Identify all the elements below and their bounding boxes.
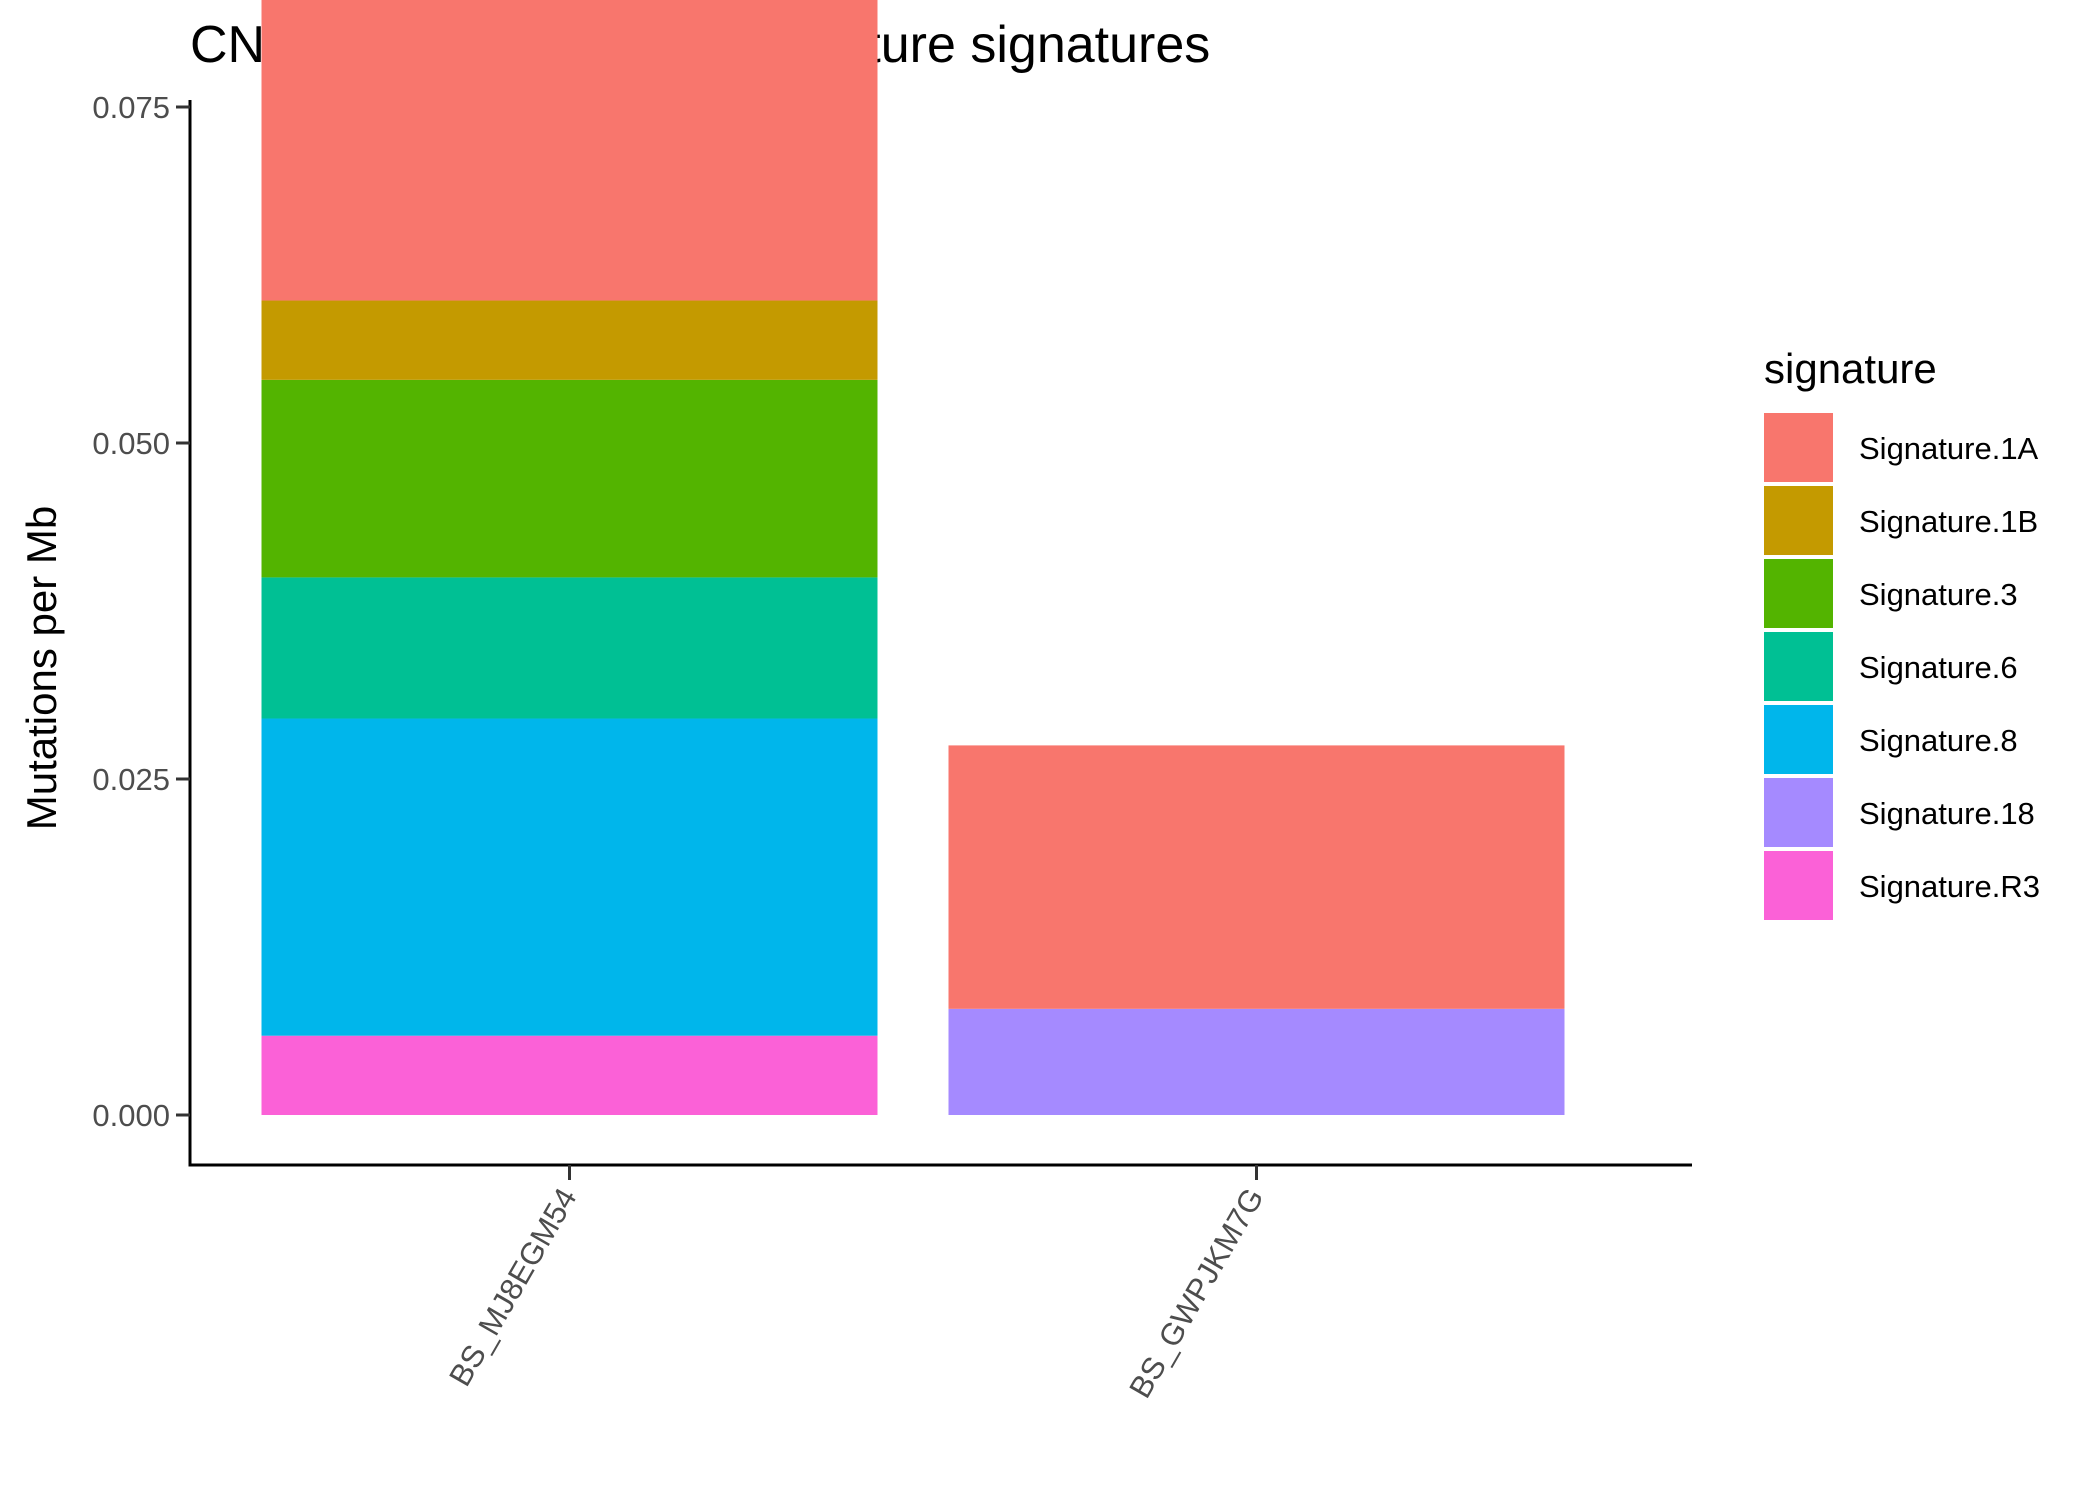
bar-bs-mj8egm54-signature-1b <box>261 300 878 380</box>
x-tick-label: BS_MJ8EGM54 <box>442 1182 583 1392</box>
legend-swatch <box>1764 851 1833 920</box>
axes-group <box>188 100 1692 1167</box>
bar-bs-mj8egm54-signature-3 <box>261 379 878 578</box>
legend-item-signature-1b: Signature.1B <box>1764 486 2038 555</box>
legend-label: Signature.1A <box>1859 431 2039 466</box>
legend-label: Signature.1B <box>1859 504 2038 539</box>
bar-bs-mj8egm54-signature-6 <box>261 577 878 719</box>
legend-label: Signature.18 <box>1859 796 2035 831</box>
legend-swatch <box>1764 705 1833 774</box>
legend-swatch <box>1764 486 1833 555</box>
x-ticks-group: BS_MJ8EGM54 BS_GWPJKM7G <box>442 1165 1271 1404</box>
legend-title: signature <box>1764 345 1937 392</box>
legend-label: Signature.3 <box>1859 577 2018 612</box>
legend-item-signature-3: Signature.3 <box>1764 559 2018 628</box>
bars-group <box>261 0 1565 1115</box>
legend-swatch <box>1764 778 1833 847</box>
legend-item-signature-8: Signature.8 <box>1764 705 2018 774</box>
y-tick-label: 0.000 <box>92 1098 170 1133</box>
y-axis-title: Mutations per Mb <box>18 506 65 830</box>
legend-label: Signature.R3 <box>1859 869 2040 904</box>
legend-item-signature-r3: Signature.R3 <box>1764 851 2040 920</box>
legend-item-signature-18: Signature.18 <box>1764 778 2035 847</box>
legend-item-signature-1a: Signature.1A <box>1764 413 2039 482</box>
legend-swatch <box>1764 413 1833 482</box>
legend-label: Signature.6 <box>1859 650 2018 685</box>
legend-swatch <box>1764 559 1833 628</box>
bar-bs-gwpjkm7g-signature-1a <box>948 745 1565 1009</box>
legend: Signature.1A Signature.1B Signature.3 Signa… <box>1764 413 2040 920</box>
legend-item-signature-6: Signature.6 <box>1764 632 2018 701</box>
bar-bs-mj8egm54-signature-1a <box>261 0 878 301</box>
y-tick-label: 0.025 <box>92 762 170 797</box>
y-tick-label: 0.075 <box>92 90 170 125</box>
bar-bs-mj8egm54-signature-r3 <box>261 1035 878 1115</box>
x-tick-label: BS_GWPJKM7G <box>1122 1182 1270 1404</box>
bar-bs-mj8egm54-signature-8 <box>261 718 878 1036</box>
legend-swatch <box>1764 632 1833 701</box>
y-tick-label: 0.050 <box>92 426 170 461</box>
y-ticks-group: 0.000 0.025 0.050 0.075 <box>92 90 190 1133</box>
legend-label: Signature.8 <box>1859 723 2018 758</box>
bar-bs-gwpjkm7g-signature-18 <box>948 1008 1565 1115</box>
